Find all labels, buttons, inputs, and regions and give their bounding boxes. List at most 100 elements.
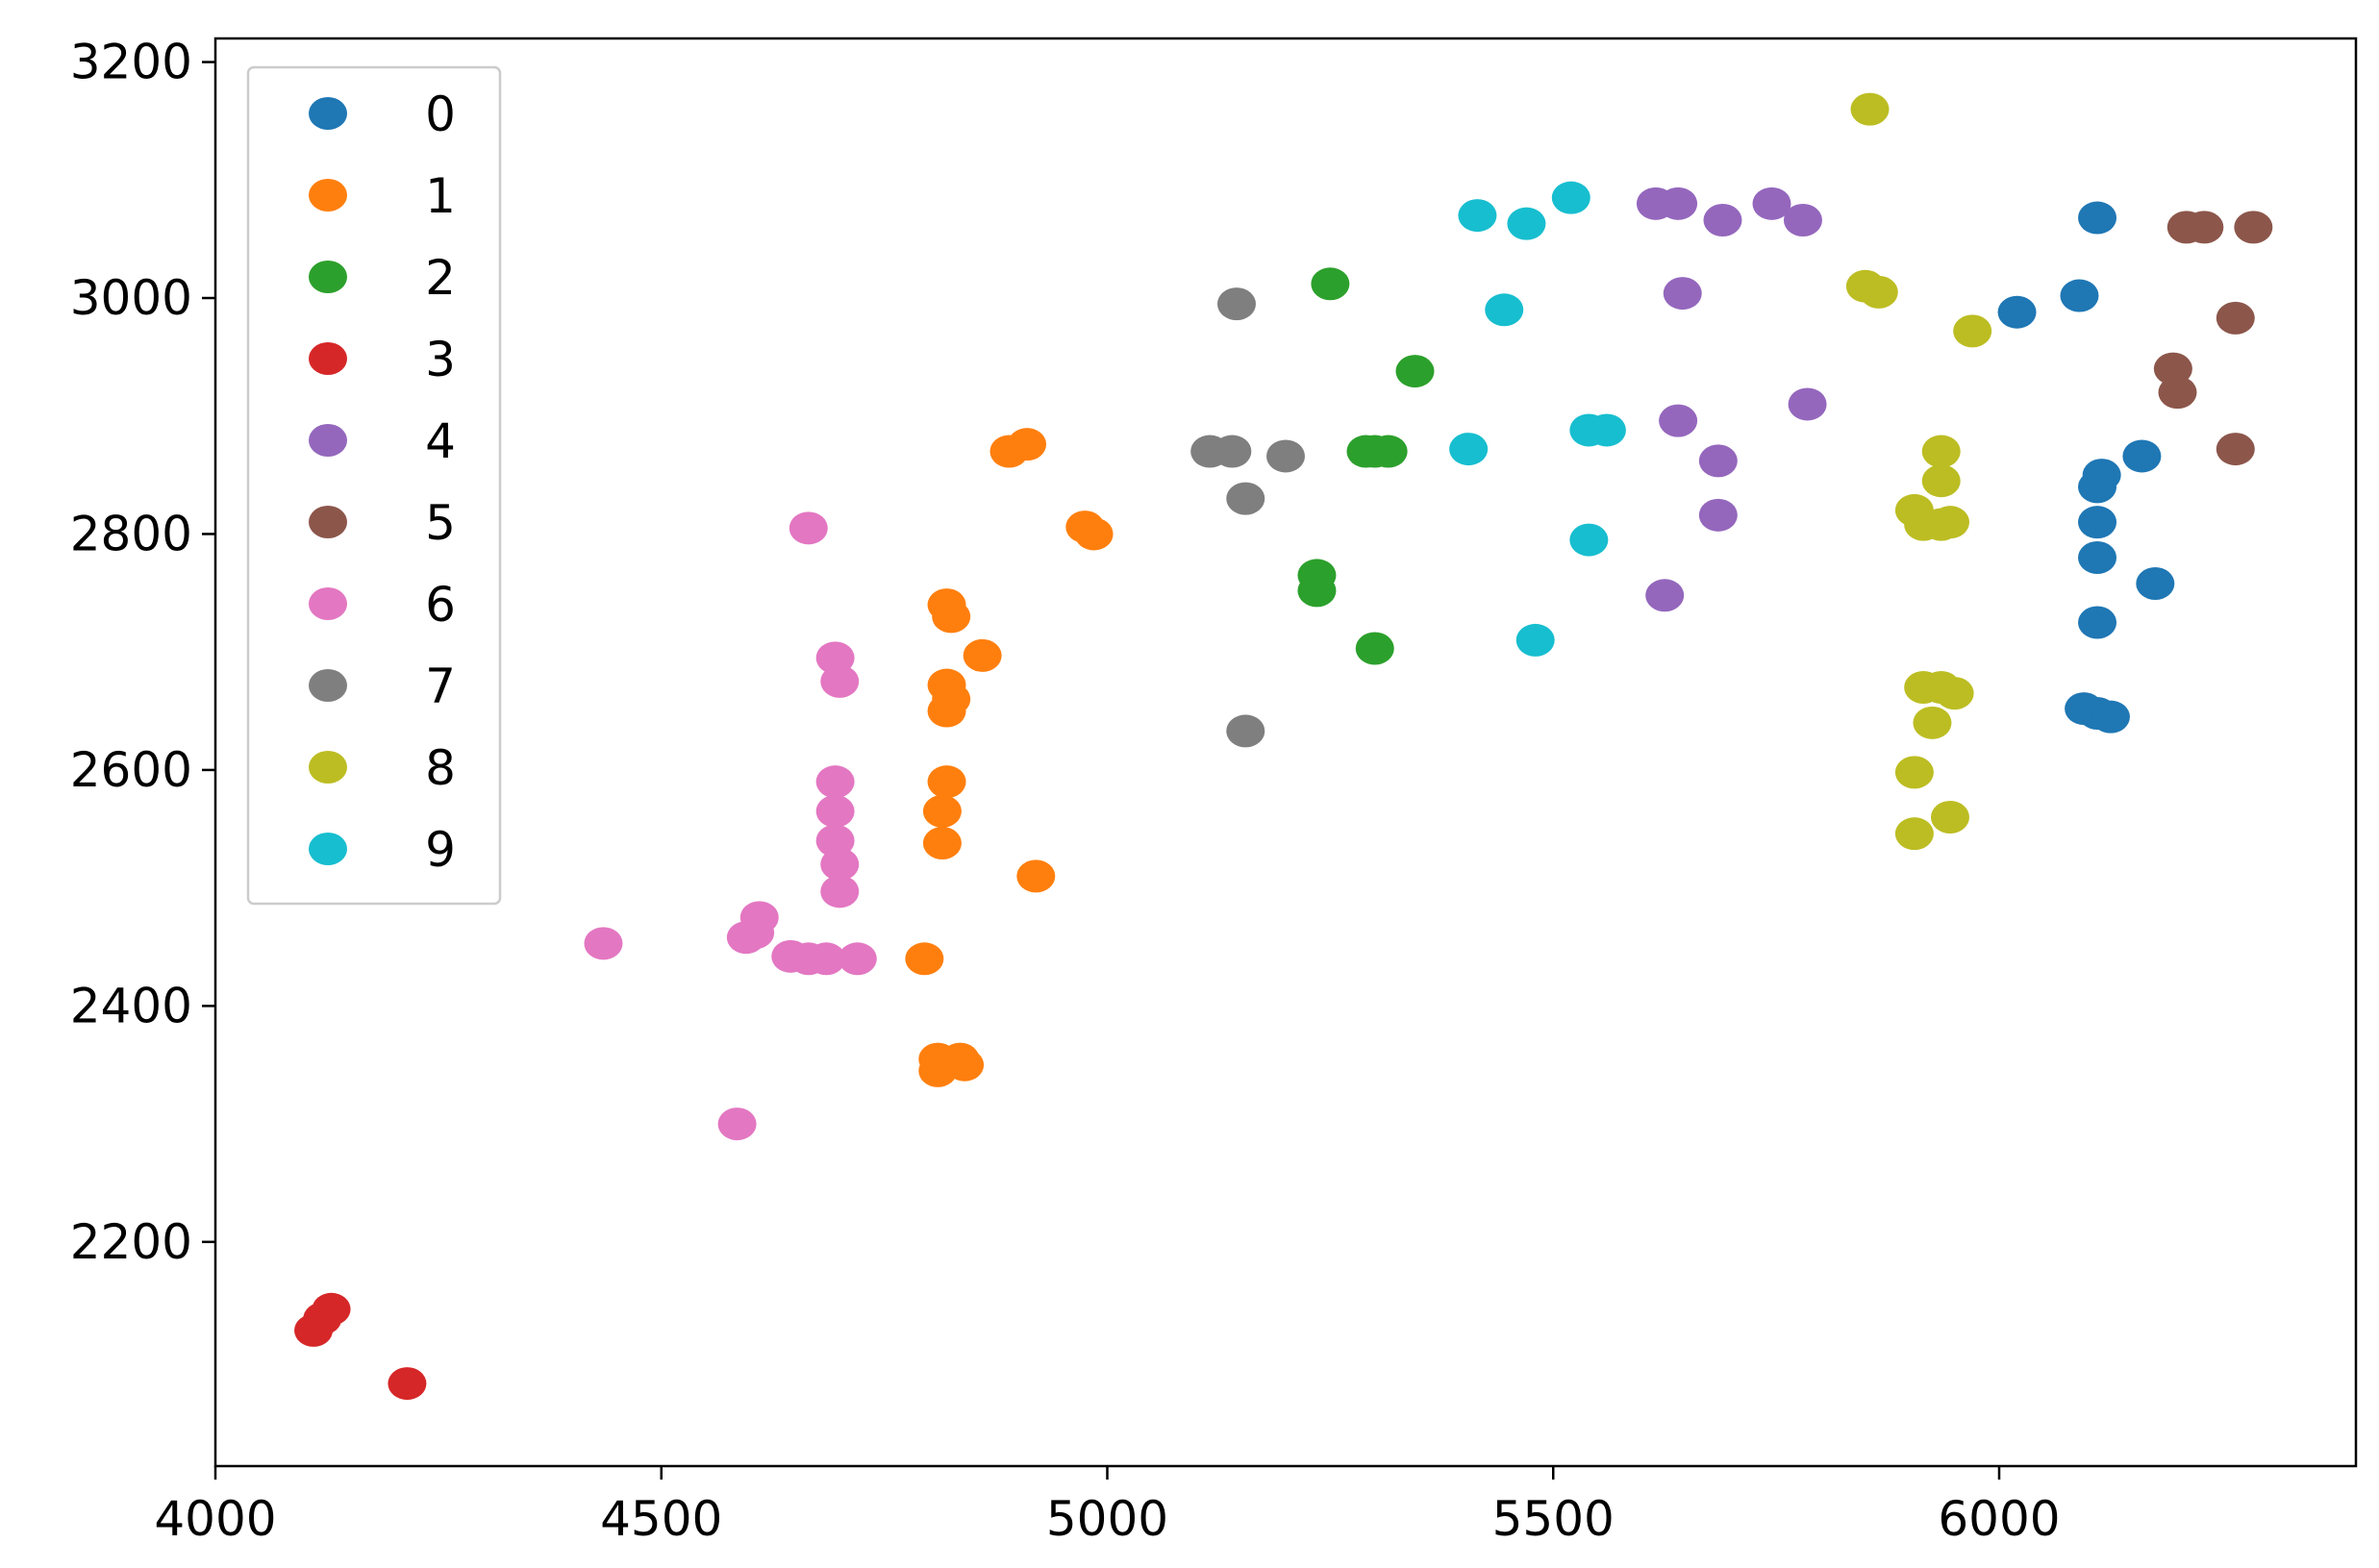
data-point-series-0 (2078, 606, 2117, 639)
data-point-series-9 (1507, 207, 1546, 240)
plot-background (215, 38, 2356, 1466)
x-tick-label: 4000 (154, 1491, 276, 1547)
data-point-series-8 (1930, 801, 1969, 834)
data-point-series-2 (1311, 267, 1350, 301)
data-point-series-3 (294, 1313, 334, 1347)
data-point-series-4 (1663, 277, 1702, 311)
data-point-series-4 (1703, 204, 1742, 236)
data-point-series-7 (1226, 714, 1265, 748)
data-point-series-2 (1395, 355, 1435, 388)
data-point-series-8 (1921, 435, 1961, 468)
data-point-series-1 (922, 794, 962, 828)
data-point-series-0 (2078, 541, 2117, 574)
y-tick-label: 3000 (70, 270, 192, 326)
legend-label-0: 0 (425, 87, 456, 142)
data-point-series-9 (1587, 413, 1626, 447)
data-point-series-1 (1016, 859, 1056, 893)
data-point-series-1 (932, 600, 971, 634)
data-point-series-1 (945, 1048, 985, 1082)
data-point-series-8 (1894, 756, 1934, 789)
data-point-series-1 (905, 942, 944, 976)
legend-label-8: 8 (425, 740, 456, 796)
data-point-series-4 (1698, 444, 1738, 478)
plot-frame (213, 37, 2358, 1468)
data-point-series-9 (1485, 293, 1524, 327)
legend-marker-7 (309, 669, 347, 702)
legend-marker-3 (309, 342, 347, 375)
data-point-series-8 (1930, 506, 1969, 539)
data-point-series-4 (1645, 579, 1685, 612)
data-point-series-6 (789, 511, 828, 545)
data-point-series-9 (1458, 199, 1497, 233)
data-point-series-0 (2122, 439, 2162, 473)
legend-marker-2 (309, 261, 347, 293)
legend-label-7: 7 (425, 659, 456, 714)
legend-marker-4 (309, 424, 347, 457)
x-tick-label: 6000 (1938, 1491, 2060, 1547)
data-point-series-6 (820, 664, 860, 698)
data-point-series-0 (2078, 506, 2117, 539)
legend-label-2: 2 (425, 250, 456, 306)
data-point-series-1 (927, 694, 966, 728)
data-point-series-6 (820, 848, 860, 882)
data-point-series-6 (584, 927, 623, 960)
legend: 0 1 2 3 4 5 6 7 8 9 (246, 65, 502, 906)
legend-label-5: 5 (425, 495, 456, 551)
y-axis: 2200 2400 2600 2800 3000 3200 (70, 35, 215, 1270)
legend-marker-6 (309, 587, 347, 620)
data-point-series-5 (2185, 211, 2224, 244)
data-point-series-7 (1226, 482, 1265, 515)
y-tick-label: 2600 (70, 742, 192, 798)
data-point-series-6 (807, 942, 846, 976)
data-point-series-6 (717, 1108, 757, 1141)
data-point-series-5 (2158, 376, 2197, 410)
legend-marker-1 (309, 179, 347, 212)
data-point-series-0 (2091, 700, 2130, 734)
data-point-series-4 (1752, 187, 1791, 220)
legend-marker-5 (309, 506, 347, 538)
data-point-series-3 (388, 1367, 427, 1401)
data-point-series-8 (1850, 92, 1890, 126)
data-point-series-4 (1783, 204, 1822, 236)
data-point-series-4 (1659, 404, 1698, 437)
x-tick-label: 4500 (600, 1491, 722, 1547)
data-point-series-2 (1368, 435, 1408, 468)
data-point-series-1 (927, 765, 966, 799)
legend-label-6: 6 (425, 577, 456, 633)
data-point-series-2 (1297, 574, 1337, 608)
data-point-series-4 (1788, 387, 1827, 421)
data-point-series-8 (1913, 706, 1952, 739)
data-point-series-9 (1551, 181, 1590, 214)
x-axis: 4000 4500 5000 5500 6000 (154, 1466, 2061, 1547)
data-point-series-7 (1216, 287, 1256, 321)
data-point-series-6 (838, 942, 877, 976)
legend-marker-0 (309, 97, 347, 130)
data-point-series-1 (1008, 428, 1047, 461)
data-point-series-6 (815, 765, 855, 799)
data-point-series-9 (1569, 523, 1609, 557)
data-point-series-5 (2234, 211, 2273, 244)
legend-label-9: 9 (425, 822, 456, 878)
y-tick-label: 2200 (70, 1214, 192, 1270)
y-tick-label: 2800 (70, 506, 192, 561)
x-tick-label: 5000 (1046, 1491, 1168, 1547)
data-point-series-4 (1698, 498, 1738, 532)
data-point-series-6 (736, 916, 775, 950)
data-point-series-0 (2078, 201, 2117, 235)
data-point-series-6 (815, 794, 855, 828)
data-points (294, 92, 2273, 1401)
data-point-series-1 (1074, 517, 1114, 551)
legend-label-1: 1 (425, 168, 456, 224)
data-point-series-2 (1355, 632, 1394, 665)
data-point-series-8 (1921, 464, 1961, 498)
y-tick-label: 3200 (70, 35, 192, 90)
data-point-series-1 (963, 638, 1002, 672)
legend-marker-9 (309, 833, 347, 865)
data-point-series-8 (1859, 275, 1898, 309)
legend-label-3: 3 (425, 332, 456, 387)
data-point-series-8 (1935, 677, 1974, 710)
data-point-series-8 (1894, 817, 1934, 851)
data-point-series-7 (1213, 435, 1252, 468)
x-tick-label: 5500 (1492, 1491, 1615, 1547)
